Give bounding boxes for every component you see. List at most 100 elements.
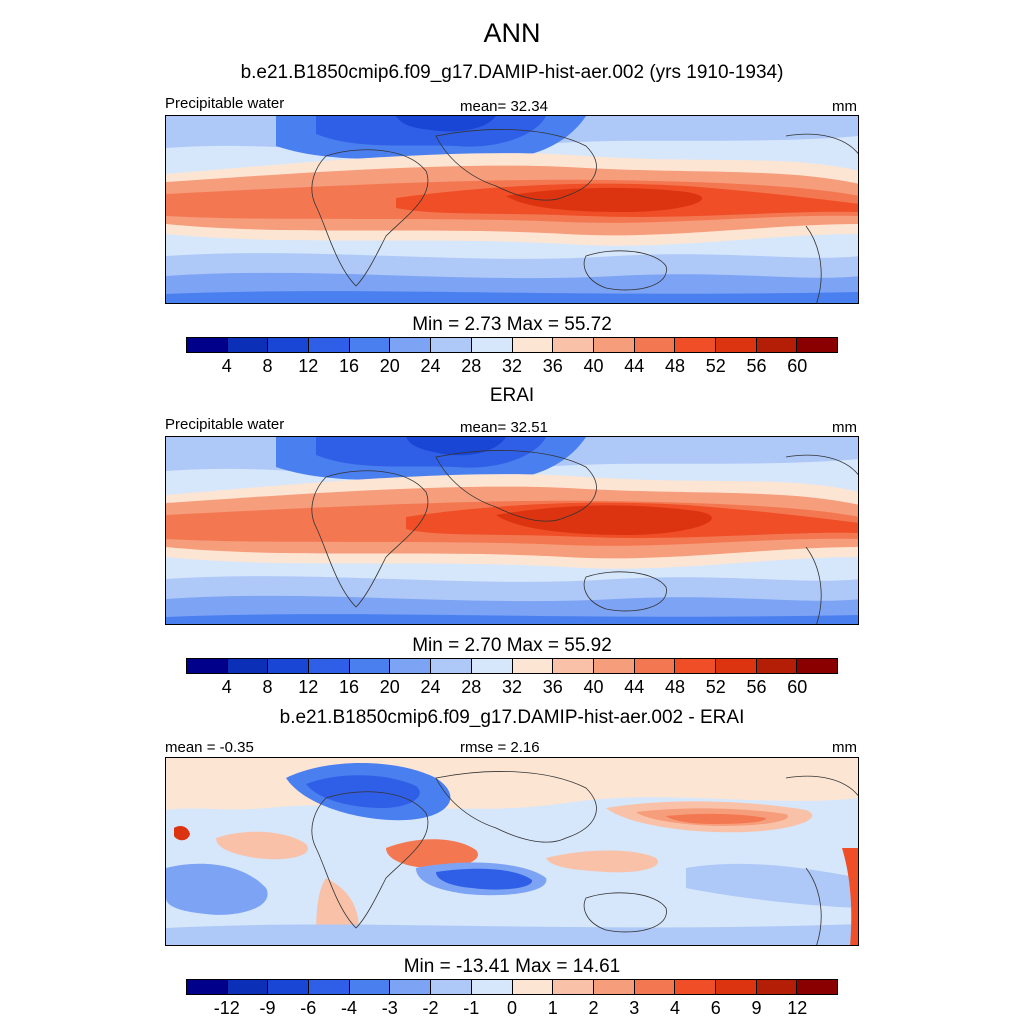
colorbar-tick-label: 56	[746, 677, 767, 697]
colorbar-tick-label: 12	[298, 356, 319, 376]
colorbar-tick-label: 8	[262, 677, 273, 697]
figure-title: ANN	[483, 18, 541, 48]
colorbar3-swatch	[268, 980, 310, 994]
colorbar-tick-label: -12	[213, 998, 240, 1018]
panel3-colorbar-ticks: -12 -9 -6 -4 -3 -2 -1 0 1 2 3 4 6 9 12	[186, 998, 838, 1020]
colorbar1-swatch	[431, 338, 472, 352]
colorbar3-swatch	[390, 980, 432, 994]
panel1-variable-label: Precipitable water	[165, 95, 285, 112]
colorbar1-swatch	[797, 338, 837, 352]
colorbar-tick-label: 40	[583, 677, 604, 697]
colorbar3-swatch	[349, 980, 391, 994]
panel2-variable-label: Precipitable water	[165, 416, 285, 433]
colorbar1-swatch	[553, 338, 594, 352]
colorbar2-swatch	[512, 659, 554, 673]
panel3-map	[165, 757, 859, 946]
panel1-map	[165, 115, 859, 304]
panel2-minmax: Min = 2.70 Max = 55.92	[412, 635, 612, 656]
colorbar-tick-label: 3	[629, 998, 640, 1018]
panel2-units-label: mm	[832, 419, 857, 436]
colorbar1-swatch	[634, 338, 676, 352]
panel3-units-label: mm	[832, 739, 857, 756]
colorbar-tick-label: 44	[624, 356, 645, 376]
colorbar-tick-label: 6	[710, 998, 721, 1018]
colorbar-tick-label: 60	[787, 677, 808, 697]
colorbar2-swatch	[471, 659, 513, 673]
panel3-minmax: Min = -13.41 Max = 14.61	[403, 956, 621, 977]
colorbar-tick-label: -6	[300, 998, 317, 1018]
colorbar3-swatch	[309, 980, 350, 994]
colorbar2-swatch	[268, 659, 310, 673]
panel1-colorbar-ticks: 4 8 12 16 20 24 28 32 36 40 44 48 52 56 60	[186, 356, 838, 378]
colorbar1-swatch	[268, 338, 310, 352]
colorbar-tick-label: 12	[787, 998, 808, 1018]
colorbar-tick-label: 40	[583, 356, 604, 376]
colorbar3-swatch	[756, 980, 798, 994]
panel2-map	[165, 436, 859, 625]
colorbar2-swatch	[390, 659, 432, 673]
colorbar-tick-label: 20	[379, 677, 400, 697]
colorbar1-swatch	[227, 338, 269, 352]
colorbar3-swatch	[431, 980, 472, 994]
colorbar-tick-label: 9	[751, 998, 762, 1018]
colorbar3-swatch	[593, 980, 635, 994]
colorbar2-swatch	[309, 659, 350, 673]
colorbar3-swatch	[512, 980, 554, 994]
colorbar-tick-label: 48	[664, 677, 686, 697]
colorbar3-swatch	[471, 980, 513, 994]
colorbar3-swatch	[187, 980, 228, 994]
panel2-subtitle: ERAI	[489, 385, 535, 406]
colorbar-tick-label: 44	[624, 677, 645, 697]
panel1-mean-label: mean= 32.34	[460, 98, 548, 115]
colorbar-tick-label: 52	[705, 356, 726, 376]
panel1-subtitle: b.e21.B1850cmip6.f09_g17.DAMIP-hist-aer.…	[240, 62, 784, 83]
colorbar2-swatch	[715, 659, 757, 673]
colorbar3-swatch	[797, 980, 837, 994]
colorbar1-swatch	[715, 338, 757, 352]
colorbar2-swatch	[675, 659, 716, 673]
panel3-mean-label: mean = -0.35	[165, 739, 254, 756]
panel1-minmax: Min = 2.73 Max = 55.72	[412, 314, 612, 335]
colorbar-tick-label: 20	[379, 356, 400, 376]
colorbar-tick-label: 16	[338, 356, 360, 376]
panel3-map-field	[166, 758, 858, 945]
colorbar-tick-label: -3	[381, 998, 398, 1018]
colorbar-tick-label: -1	[463, 998, 480, 1018]
colorbar2-swatch	[187, 659, 228, 673]
colorbar-tick-label: 48	[664, 356, 686, 376]
panel1-colorbar	[186, 337, 838, 353]
colorbar2-swatch	[431, 659, 472, 673]
colorbar2-swatch	[553, 659, 594, 673]
colorbar-tick-label: 4	[221, 677, 232, 697]
colorbar2-swatch	[227, 659, 269, 673]
panel3-subtitle: b.e21.B1850cmip6.f09_g17.DAMIP-hist-aer.…	[279, 707, 745, 728]
colorbar3-swatch	[715, 980, 757, 994]
colorbar-tick-label: 32	[501, 356, 523, 376]
colorbar2-swatch	[797, 659, 837, 673]
panel1-map-field	[166, 116, 858, 303]
colorbar1-swatch	[756, 338, 798, 352]
colorbar2-swatch	[349, 659, 391, 673]
colorbar1-swatch	[187, 338, 228, 352]
colorbar3-swatch	[634, 980, 676, 994]
panel2-mean-label: mean= 32.51	[460, 419, 548, 436]
colorbar-tick-label: 1	[547, 998, 558, 1018]
colorbar3-swatch	[227, 980, 269, 994]
colorbar1-swatch	[349, 338, 391, 352]
colorbar-tick-label: 12	[298, 677, 319, 697]
panel2-map-field	[166, 437, 858, 624]
colorbar1-swatch	[309, 338, 350, 352]
panel2-colorbar-ticks: 4 8 12 16 20 24 28 32 36 40 44 48 52 56 60	[186, 677, 838, 699]
colorbar-tick-label: -2	[422, 998, 439, 1018]
panel3-rmse-label: rmse = 2.16	[460, 739, 540, 756]
colorbar-tick-label: 4	[669, 998, 681, 1018]
colorbar1-swatch	[593, 338, 635, 352]
colorbar-tick-label: -9	[259, 998, 276, 1018]
colorbar-tick-label: 4	[221, 356, 232, 376]
colorbar2-swatch	[756, 659, 798, 673]
panel1-units-label: mm	[832, 98, 857, 115]
colorbar-tick-label: -4	[340, 998, 358, 1018]
colorbar1-swatch	[512, 338, 554, 352]
colorbar1-swatch	[471, 338, 513, 352]
colorbar-tick-label: 24	[420, 356, 441, 376]
